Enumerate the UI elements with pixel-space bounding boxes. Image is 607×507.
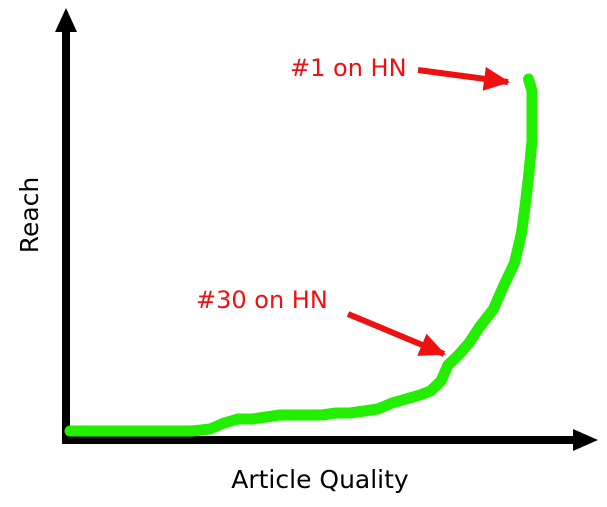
y-axis-arrowhead [55,8,77,32]
annotation-top-label: #1 on HN [290,54,407,82]
annotations: #1 on HN #30 on HN [196,54,510,357]
annotation-bottom-arrow [346,311,446,357]
x-axis-label: Article Quality [231,465,409,494]
axes [55,8,598,451]
annotation-bottom-label: #30 on HN [196,286,328,314]
x-axis-arrowhead [573,429,598,451]
series-layer [64,73,538,437]
series-line-0 [64,73,538,437]
annotation-top-arrow [417,66,510,91]
y-axis-label: Reach [15,177,44,254]
